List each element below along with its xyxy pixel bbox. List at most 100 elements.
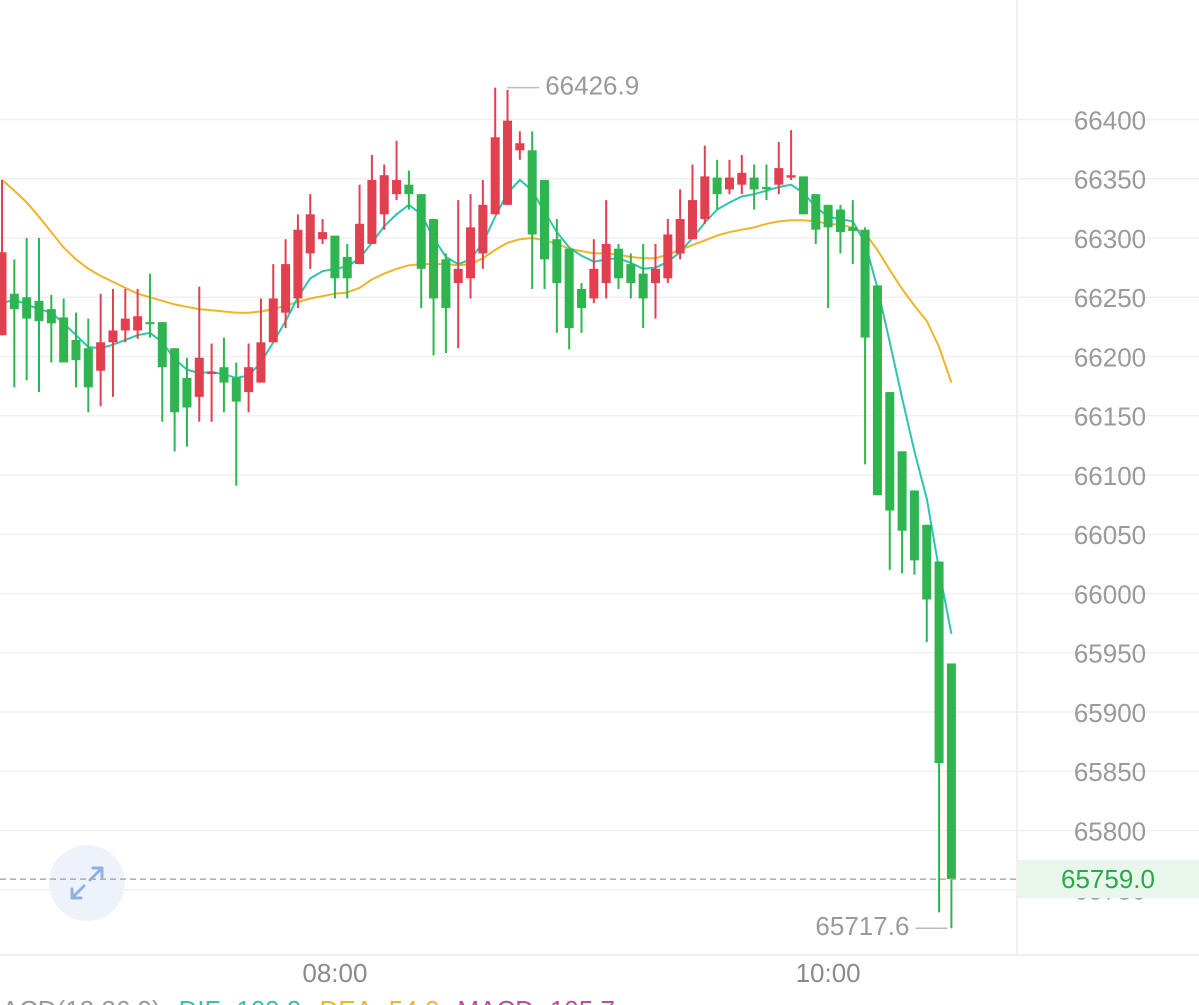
- y-tick-label: 65950: [1074, 639, 1146, 669]
- candle-body: [909, 490, 919, 561]
- y-tick-label: 66000: [1074, 579, 1146, 609]
- candle-body: [872, 285, 882, 496]
- candle-body: [934, 561, 944, 764]
- candle-body: [650, 268, 660, 284]
- candle-body: [466, 227, 476, 279]
- candle-body: [835, 209, 845, 233]
- indicator-label: MACD:-105.7: [457, 995, 615, 1005]
- candle-body: [367, 179, 377, 244]
- candle-body: [786, 175, 796, 178]
- y-tick-label: 65800: [1074, 816, 1146, 846]
- candle-body: [798, 176, 808, 215]
- candle-body: [342, 256, 352, 279]
- candle-body: [577, 288, 587, 308]
- candle-body: [860, 229, 870, 338]
- candle-body: [256, 342, 266, 383]
- candle-body: [848, 227, 858, 231]
- candle-body: [305, 214, 315, 254]
- x-tick-label: 08:00: [302, 958, 367, 988]
- candle-body: [379, 175, 389, 215]
- candle-body: [601, 243, 611, 284]
- candle-body: [552, 239, 562, 284]
- candle-body: [120, 318, 130, 331]
- last-price-label: 65759.0: [1061, 864, 1155, 894]
- expand-icon: [70, 866, 104, 900]
- candle-body: [922, 524, 932, 600]
- candle-body: [355, 223, 365, 265]
- candle-body: [478, 204, 488, 254]
- candle-body: [219, 367, 229, 383]
- candle-body: [823, 204, 833, 228]
- last-price-box: [1018, 860, 1199, 899]
- candle-body: [885, 392, 895, 511]
- candle-body: [429, 219, 439, 299]
- candle-body: [392, 179, 402, 195]
- candle-body: [564, 248, 574, 329]
- candle-body: [330, 235, 340, 279]
- candle-body: [540, 179, 550, 260]
- candle-body: [761, 187, 771, 190]
- candle-body: [182, 377, 192, 408]
- candle-body: [503, 120, 513, 205]
- candle-body: [133, 316, 143, 331]
- candle-body: [724, 177, 734, 190]
- indicator-label: MACD(12,26,9): [0, 995, 161, 1005]
- candle-body: [675, 219, 685, 254]
- candle-body: [897, 451, 907, 531]
- candle-body: [170, 348, 180, 413]
- candle-body: [59, 317, 69, 363]
- y-tick-label: 66250: [1074, 283, 1146, 313]
- candle-body: [811, 194, 821, 230]
- candle-body: [687, 200, 697, 240]
- y-tick-label: 66150: [1074, 402, 1146, 432]
- candle-body: [527, 150, 537, 235]
- candle-body: [22, 297, 32, 319]
- candle-body: [281, 264, 291, 313]
- overlay: 66426.9 65717.6 65759.0 MACD(12,26,9) DIF:-1…: [0, 71, 1199, 1005]
- candle-body: [614, 248, 623, 279]
- candle-body: [416, 194, 426, 269]
- candle-body: [231, 377, 241, 402]
- candle-body: [737, 172, 747, 185]
- candle-body: [0, 252, 7, 336]
- candles: [0, 87, 956, 929]
- y-tick-label: 65850: [1074, 757, 1146, 787]
- candle-body: [638, 273, 648, 299]
- candle-body: [9, 293, 19, 310]
- indicator-label: DIF:-109.9: [179, 995, 302, 1005]
- candle-body: [404, 184, 414, 195]
- y-tick-label: 66050: [1074, 520, 1146, 550]
- y-tick-label: 66350: [1074, 165, 1146, 195]
- y-tick-label: 66100: [1074, 461, 1146, 491]
- candle-body: [71, 339, 81, 361]
- candle-body: [145, 322, 155, 325]
- candle-body: [268, 298, 278, 343]
- candle-body: [318, 232, 328, 240]
- candle-body: [712, 177, 722, 195]
- candle-body: [515, 143, 525, 151]
- y-tick-label: 66200: [1074, 342, 1146, 372]
- candle-body: [441, 259, 451, 308]
- candle-body: [589, 268, 599, 299]
- candle-body: [83, 348, 93, 388]
- candle-body: [663, 234, 673, 279]
- candle-body: [207, 371, 217, 374]
- candle-body: [96, 342, 106, 371]
- candle-body: [453, 268, 463, 284]
- candle-body: [46, 309, 56, 324]
- expand-button[interactable]: [49, 845, 125, 921]
- candle-body: [774, 168, 784, 185]
- candle-body: [157, 322, 167, 368]
- candle-body: [293, 229, 303, 299]
- y-tick-label: 66400: [1074, 105, 1146, 135]
- candle-body: [34, 300, 44, 321]
- candle-body: [194, 357, 204, 397]
- candle-body: [700, 176, 710, 220]
- y-tick-label: 65900: [1074, 698, 1146, 728]
- x-tick-label: 10:00: [796, 958, 861, 988]
- ma-line: [1, 179, 953, 383]
- candle-body: [946, 663, 956, 880]
- max-label: 66426.9: [545, 71, 639, 101]
- y-tick-label: 66300: [1074, 224, 1146, 254]
